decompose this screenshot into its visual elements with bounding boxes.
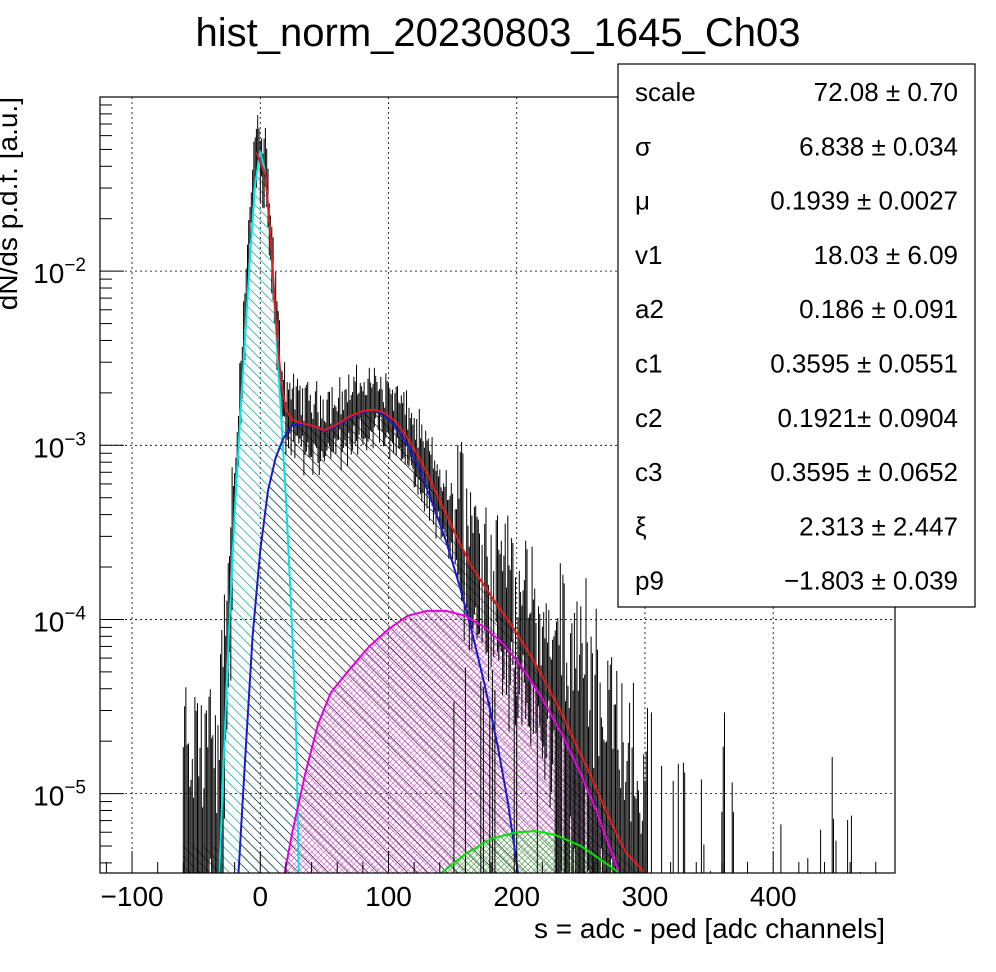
series-line: [255, 152, 646, 873]
x-tick-label: 300: [622, 881, 669, 912]
y-axis-label: dN/ds p.d.f. [a.u.]: [0, 97, 23, 310]
y-tick-label: 10−3: [33, 429, 86, 463]
stat-name: σ: [635, 131, 651, 161]
stat-name: a2: [635, 294, 664, 324]
stat-value: 18.03 ± 6.09: [814, 240, 958, 270]
component-fill: [441, 831, 620, 873]
stat-value: 0.1921± 0.0904: [777, 403, 958, 433]
y-tick-label: 10−2: [33, 255, 86, 289]
stat-value: −1.803 ± 0.039: [784, 566, 958, 596]
x-tick-label: 200: [493, 881, 540, 912]
fit-curves: [218, 150, 646, 873]
x-tick-label: 0: [252, 881, 268, 912]
component-fill: [284, 610, 620, 873]
axis-ticks: −100 0 100 200 300 400 10−2 10−3 10−4 10−5: [33, 104, 877, 912]
stat-name: c1: [635, 349, 662, 379]
x-axis-label: s = adc - ped [adc channels]: [534, 913, 885, 944]
stat-name: v1: [635, 240, 662, 270]
x-tick-label: −100: [101, 881, 164, 912]
y-tick-label: 10−5: [33, 778, 86, 812]
stat-name: c3: [635, 457, 662, 487]
stats-box: scale 72.08 ± 0.70 σ 6.838 ± 0.034 μ 0.1939 ±…: [617, 63, 976, 608]
stat-name: p9: [635, 566, 664, 596]
stat-name: c2: [635, 403, 662, 433]
x-tick-label: 400: [750, 881, 797, 912]
series-line: [218, 150, 300, 873]
series-line: [283, 609, 621, 873]
stat-value: 0.1939 ± 0.0027: [770, 186, 958, 216]
stat-name: μ: [635, 186, 650, 216]
x-tick-label: 100: [365, 881, 412, 912]
stat-name: ξ: [635, 511, 647, 541]
stat-value: 6.838 ± 0.034: [799, 131, 958, 161]
stat-name: scale: [635, 77, 696, 107]
stat-value: 2.313 ± 2.447: [799, 511, 958, 541]
chart-title: hist_norm_20230803_1645_Ch03: [196, 11, 801, 55]
y-tick-label: 10−4: [33, 603, 86, 637]
stat-value: 72.08 ± 0.70: [814, 77, 958, 107]
series-line: [440, 829, 620, 873]
stat-value: 0.3595 ± 0.0652: [770, 457, 958, 487]
stat-value: 0.3595 ± 0.0551: [770, 349, 958, 379]
component-fills: [183, 151, 645, 873]
histogram-data: [182, 115, 861, 873]
stat-value: 0.186 ± 0.091: [799, 294, 958, 324]
